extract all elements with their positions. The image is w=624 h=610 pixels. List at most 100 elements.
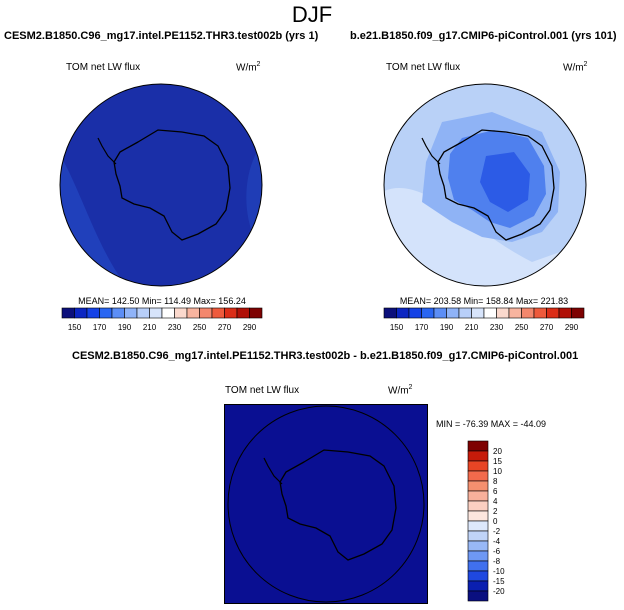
diff-colorbar-swatch	[467, 490, 489, 502]
panel1-colorbar-swatch	[136, 307, 150, 319]
panel1-colorbar-swatch	[249, 307, 263, 319]
diff-map-fill	[224, 404, 428, 604]
panel2-units-label: W/m2	[563, 61, 588, 74]
panel2-colorbar-swatch	[446, 307, 460, 319]
panel1-colorbar-swatch	[149, 307, 163, 319]
diff-peninsula	[263, 457, 283, 485]
diff-colorbar-swatch	[467, 460, 489, 472]
diff-colorbar-tick-label: 8	[493, 477, 498, 486]
panel2-colorbar-swatch	[421, 307, 435, 319]
panel2-colorbar-tick-label: 190	[440, 323, 454, 332]
panel1-stats: MEAN= 142.50 Min= 114.49 Max= 156.24	[78, 296, 246, 306]
panel1-colorbar-swatch	[74, 307, 88, 319]
panel1-colorbar-swatch	[236, 307, 250, 319]
diff-colorbar-tick-label: 20	[493, 447, 502, 456]
panel2-colorbar-swatch	[433, 307, 447, 319]
diff-colorbar-tick-label: 0	[493, 517, 498, 526]
panel1-colorbar-tick-label: 250	[193, 323, 207, 332]
panel2-map-border	[383, 83, 587, 287]
panel2-core-zone	[480, 152, 530, 212]
panel2-colorbar-tick-label: 170	[415, 323, 429, 332]
panel1-colorbar-tick-label: 290	[243, 323, 257, 332]
panel2-colorbar-swatch	[521, 307, 535, 319]
panel2-map	[383, 83, 587, 287]
panel1-peninsula	[97, 137, 117, 165]
diff-colorbar-swatch	[467, 470, 489, 482]
diff-colorbar-swatch	[467, 520, 489, 532]
diff-colorbar-swatch	[467, 530, 489, 542]
diff-map	[224, 404, 428, 604]
diff-units-label: W/m2	[388, 384, 413, 397]
panel1-map-fill	[60, 84, 262, 286]
panel2-colorbar-tick-label: 290	[565, 323, 579, 332]
panel1-colorbar-swatch	[161, 307, 175, 319]
panel2-colorbar-swatch	[558, 307, 572, 319]
panel1-colorbar-swatch	[99, 307, 113, 319]
diff-colorbar-tick-label: 4	[493, 497, 498, 506]
diff-colorbar-swatch	[467, 560, 489, 572]
diff-colorbar-tick-label: -6	[493, 547, 501, 556]
panel1-colorbar-swatch	[124, 307, 138, 319]
panel2-colorbar-swatch	[483, 307, 497, 319]
panel2-stats: MEAN= 203.58 Min= 158.84 Max= 221.83	[399, 296, 569, 306]
panel2-colorbar-tick-label: 150	[390, 323, 404, 332]
diff-colorbar-tick-label: -8	[493, 557, 501, 566]
panel2-colorbar-swatch	[508, 307, 522, 319]
panel1-colorbar-tick-label: 150	[68, 323, 82, 332]
diff-colorbar-tick-label: 6	[493, 487, 498, 496]
diff-colorbar-tick-label: 15	[493, 457, 502, 466]
diff-colorbar-swatch	[467, 510, 489, 522]
diff-colorbar-swatch	[467, 500, 489, 512]
panel1-antarctica-coast	[113, 129, 231, 241]
panel2-colorbar-swatch	[408, 307, 422, 319]
panel2-colorbar-tick-label: 210	[465, 323, 479, 332]
diff-colorbar-tick-label: -20	[493, 587, 505, 596]
panel2-peninsula	[421, 137, 441, 165]
diff-colorbar-tick-label: -15	[493, 577, 505, 586]
panel1-case-label: CESM2.B1850.C96_mg17.intel.PE1152.THR3.t…	[4, 30, 319, 42]
panel1-colorbar-tick-label: 190	[118, 323, 132, 332]
diff-colorbar-tick-label: -2	[493, 527, 501, 536]
panel2-case-label: b.e21.B1850.f09_g17.CMIP6-piControl.001 …	[350, 30, 617, 42]
panel2-variable-label: TOM net LW flux	[386, 62, 461, 73]
panel1-colorbar-tick-label: 270	[218, 323, 232, 332]
panel1-colorbar-swatch	[86, 307, 100, 319]
diff-colorbar-swatch	[467, 440, 489, 452]
diff-colorbar-swatch	[467, 540, 489, 552]
diff-colorbar-tick-label: -10	[493, 567, 505, 576]
diff-colorbar-tick-label: -4	[493, 537, 501, 546]
panel1-colorbar-swatch	[61, 307, 75, 319]
panel1-colorbar-swatch	[199, 307, 213, 319]
diff-colorbar-swatch	[467, 550, 489, 562]
diff-colorbar-swatch	[467, 570, 489, 582]
panel2-colorbar-swatch	[396, 307, 410, 319]
panel2-colorbar-swatch	[571, 307, 585, 319]
diff-colorbar-swatch	[467, 480, 489, 492]
panel1-colorbar-tick-label: 170	[93, 323, 107, 332]
panel1-units-label: W/m2	[236, 61, 261, 74]
diff-antarctica-coast	[279, 449, 397, 561]
diff-stats: MIN = -76.39 MAX = -44.09	[436, 419, 547, 429]
panel1-colorbar: 150 170 190 210 230 250 270 290	[61, 307, 263, 332]
panel1-colorbar-swatch	[111, 307, 125, 319]
panel2-light-ocean	[384, 188, 586, 286]
panel1-map-border	[59, 83, 263, 287]
panel2-colorbar-swatch	[458, 307, 472, 319]
diff-colorbar-swatch	[467, 580, 489, 592]
panel2-colorbar-swatch	[546, 307, 560, 319]
panel2-colorbar-swatch	[496, 307, 510, 319]
panel1-map	[59, 83, 263, 287]
panel2-colorbar-swatch	[471, 307, 485, 319]
diff-map-circle	[227, 405, 425, 603]
panel2-colorbar-swatch	[383, 307, 397, 319]
panel1-colorbar-swatch	[174, 307, 188, 319]
panel1-colorbar-tick-label: 210	[143, 323, 157, 332]
diff-case-label: CESM2.B1850.C96_mg17.intel.PE1152.THR3.t…	[72, 350, 579, 362]
panel1-colorbar-swatch	[224, 307, 238, 319]
panel1-variable-label: TOM net LW flux	[66, 62, 141, 73]
panel1-colorbar-swatch	[186, 307, 200, 319]
diff-colorbar-swatch	[467, 450, 489, 462]
diff-colorbar-swatch	[467, 590, 489, 602]
diff-map-border	[224, 404, 428, 604]
